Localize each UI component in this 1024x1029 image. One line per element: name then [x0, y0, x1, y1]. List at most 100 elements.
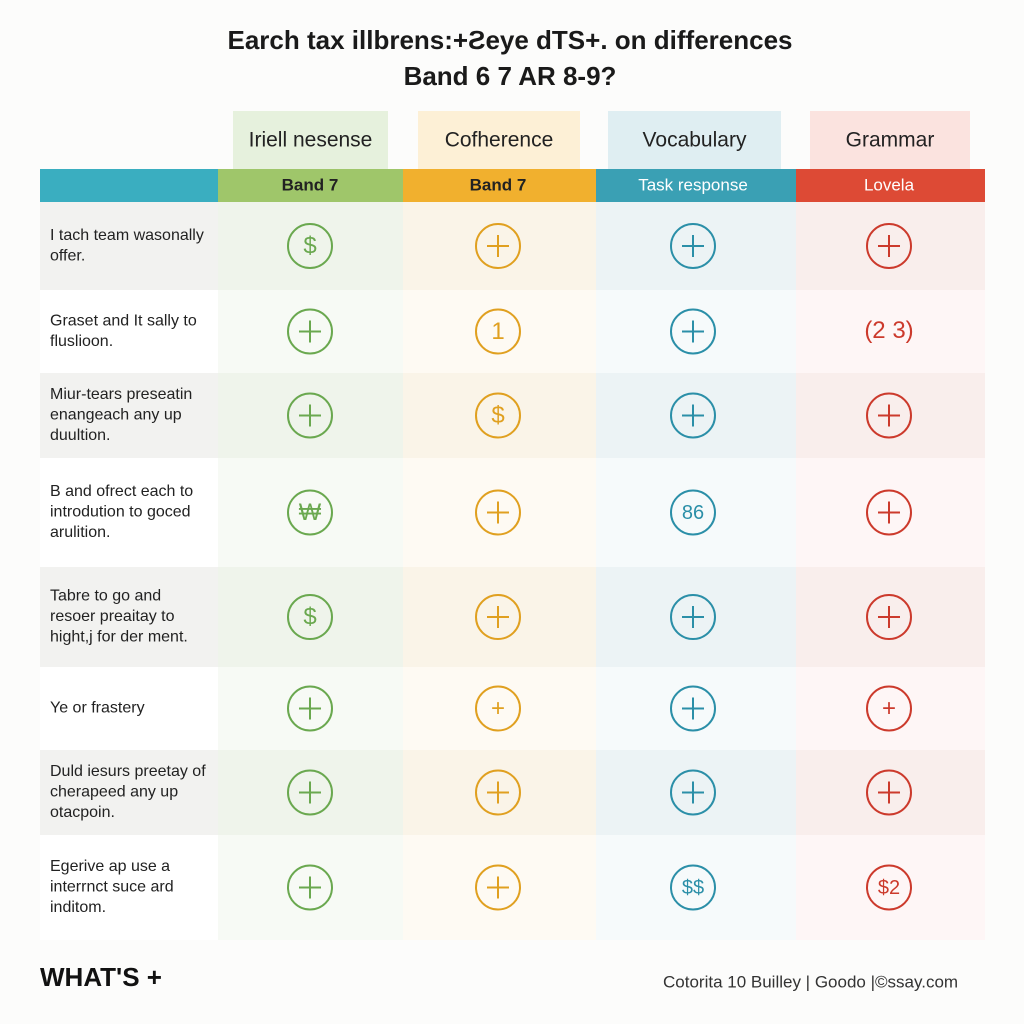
- subheader: Band 7: [470, 175, 527, 194]
- column-tint: [218, 202, 403, 290]
- subheader: Task response: [638, 175, 748, 194]
- icon: [866, 392, 912, 439]
- icon-text: 1: [491, 318, 504, 345]
- icon-text: +: [491, 695, 505, 722]
- icon-text: $: [303, 232, 316, 259]
- column-tint: [403, 373, 596, 458]
- subheader-bar: [796, 169, 985, 202]
- icon: [475, 769, 521, 816]
- icon: [287, 685, 333, 732]
- icon: [287, 489, 333, 536]
- icon: [670, 864, 716, 911]
- icon-text: +: [882, 695, 896, 722]
- column-tint: [403, 667, 596, 750]
- column-card: [810, 111, 970, 169]
- row-bg: [40, 290, 985, 373]
- row-label: Ye or frastery: [50, 700, 145, 717]
- icon: [670, 489, 716, 536]
- icon: [475, 864, 521, 911]
- column-tint: [596, 835, 796, 940]
- column-tint: [796, 290, 985, 373]
- icon: [475, 685, 521, 732]
- icon: [287, 308, 333, 355]
- column-tint: [218, 567, 403, 667]
- icon-text: $2: [878, 877, 900, 899]
- column-card: [418, 111, 580, 169]
- icon-text: ₩: [299, 499, 322, 526]
- icon: [287, 223, 333, 269]
- icon: [866, 489, 912, 536]
- column-tint: [403, 290, 596, 373]
- subheader: Band 7: [282, 175, 339, 194]
- column-tint: [596, 458, 796, 567]
- icon: [475, 392, 521, 439]
- row-bg: [40, 458, 985, 567]
- row-label: enangeach any up: [50, 407, 182, 424]
- icon: [866, 594, 912, 640]
- icon: [287, 594, 333, 640]
- row-label: Miur-tears preseatin: [50, 386, 192, 403]
- subheader-bar: [218, 169, 403, 202]
- column-header: Grammar: [846, 129, 935, 152]
- row-label: duultion.: [50, 427, 111, 444]
- column-card: [233, 111, 388, 169]
- row-label: inditom.: [50, 899, 106, 916]
- row-label: Graset and It sally to: [50, 312, 197, 329]
- footer-credit: Cotorita 10 Builley | Goodo |©ssay.com: [663, 972, 958, 991]
- icon: [475, 223, 521, 269]
- subheader-bar: [403, 169, 596, 202]
- row-label: Duld iesurs preetay of: [50, 763, 206, 780]
- row-label: B and ofrect each to: [50, 483, 193, 500]
- icon: [670, 769, 716, 816]
- icon: [475, 489, 521, 536]
- row-label: fluslioon.: [50, 333, 113, 350]
- row-label: offer.: [50, 247, 85, 264]
- row-bg: [40, 667, 985, 750]
- row-label: hight,j for der ment.: [50, 629, 188, 646]
- subheader: Lovela: [864, 175, 915, 194]
- column-header: Iriell nesense: [249, 129, 373, 152]
- icon: [670, 223, 716, 269]
- icon: [670, 594, 716, 640]
- icon-text: $: [491, 402, 504, 429]
- row-label: cherapeed any up: [50, 784, 178, 801]
- row-label: arulition.: [50, 524, 110, 541]
- icon: [866, 769, 912, 816]
- row-label: otacpoin.: [50, 804, 115, 821]
- icon: [475, 594, 521, 640]
- row-bg: [40, 835, 985, 940]
- column-card: [608, 111, 781, 169]
- subheader-bar: [596, 169, 796, 202]
- row-label: resoer preaitay to: [50, 608, 175, 625]
- row-label: Tabre to go and: [50, 588, 161, 605]
- icon-text: $: [303, 603, 316, 630]
- icon: [670, 685, 716, 732]
- icon-text: 86: [682, 502, 704, 524]
- column-tint: [796, 667, 985, 750]
- icon: [866, 685, 912, 732]
- subheader-bar: [40, 169, 218, 202]
- title: Band 6 7 AR 8-9?: [404, 61, 617, 91]
- icon: [475, 308, 521, 355]
- row-label: Egerive ap use a: [50, 858, 170, 875]
- icon: [866, 223, 912, 269]
- row-label: introdution to goced: [50, 504, 191, 521]
- icon-text: $$: [682, 877, 704, 899]
- column-header: Vocabulary: [643, 129, 747, 152]
- icon: [287, 864, 333, 911]
- footer-logo: WHAT'S +: [40, 962, 162, 992]
- column-tint: [796, 835, 985, 940]
- icon: [670, 392, 716, 439]
- icon: [866, 864, 912, 911]
- column-tint: [218, 458, 403, 567]
- icon: [287, 392, 333, 439]
- title: Earch tax illbrens:+Ƨeye dTS+. on differ…: [228, 25, 793, 55]
- icon-text: (2 3): [864, 317, 913, 344]
- row-label: interrnct suce ard: [50, 879, 174, 896]
- icon: [670, 308, 716, 355]
- row-label: I tach team wasonally: [50, 227, 204, 244]
- column-header: Cofherence: [445, 129, 554, 152]
- icon: [287, 769, 333, 816]
